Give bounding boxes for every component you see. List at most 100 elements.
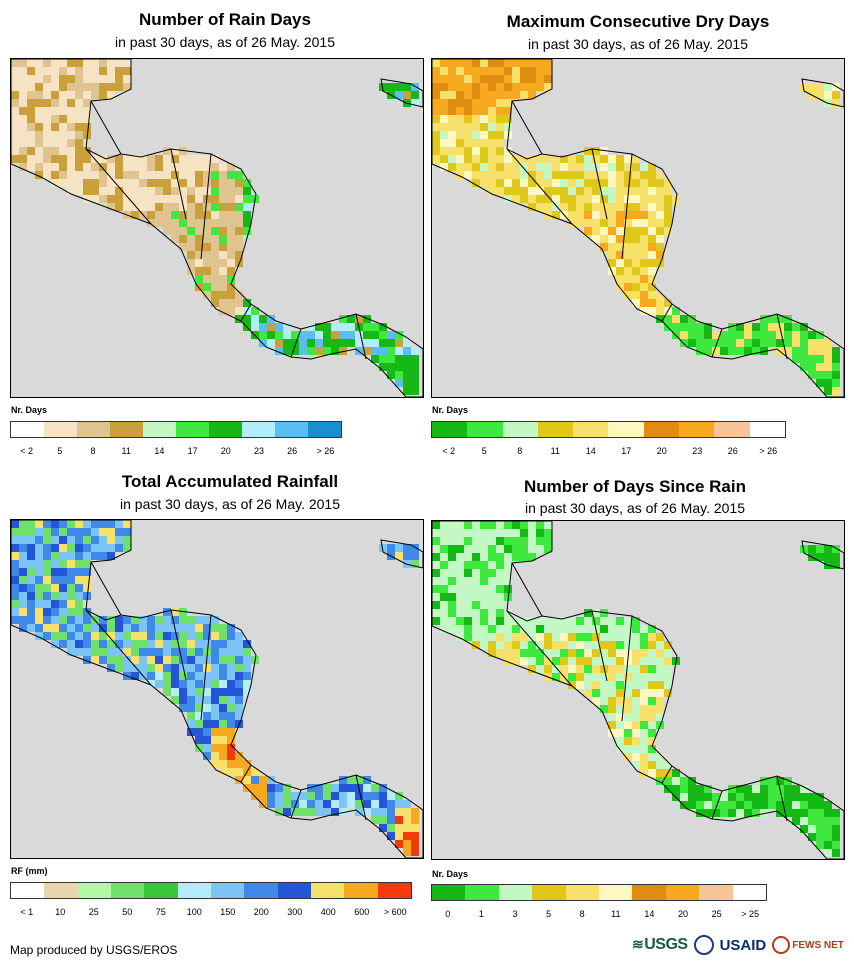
legend-bar [10,882,412,899]
legend-tick-label: 17 [621,446,632,456]
fews-ring-icon [772,936,791,954]
legend-swatch [732,885,767,900]
panel-subtitle: in past 30 days, as of 26 May. 2015 [528,36,748,52]
legend-swatch [144,883,178,898]
legend-tick-label: > 600 [383,907,407,917]
panel-subtitle: in past 30 days, as of 26 May. 2015 [115,34,335,50]
panel-subtitle: in past 30 days, as of 26 May. 2015 [525,500,745,516]
legend-tick-label: > 25 [741,909,760,919]
legend-label: Nr. Days [432,405,469,415]
legend-swatch [11,422,44,437]
legend-swatch [532,885,566,900]
map-since-rain [431,520,845,860]
legend-swatch [608,422,644,437]
legend-tick-label: 3 [512,909,518,919]
map-rain-days [10,58,424,398]
legend-tick-label: 25 [711,909,722,919]
legend-tick-label: 0 [445,909,451,919]
legend-tick-label: 5 [546,909,552,919]
legend-ticks: 0 1 3 5 8 11 14 20 25 > 25 [431,909,767,921]
legend-swatch [465,885,499,900]
legend-swatch [277,883,311,898]
legend-tick-label: 25 [88,907,99,917]
legend-ticks: < 2 5 8 11 14 17 20 23 26 > 26 [431,446,786,458]
legend-swatch [44,422,77,437]
legend-swatch [632,885,666,900]
legend-tick-label: 23 [253,446,265,456]
legend-swatch [344,883,378,898]
legend-tick-label: 11 [550,446,560,456]
legend-swatch [310,883,345,898]
legend-swatch [665,885,700,900]
legend-swatch [44,883,78,898]
legend-tick-label: 5 [57,446,63,456]
legend-tick-label: 75 [155,907,166,917]
legend-swatch [242,422,275,437]
legend-swatch [110,422,143,437]
panel-title: Number of Rain Days [139,10,311,29]
legend-tick-label: 300 [287,907,303,917]
legend-bar [10,421,342,438]
legend-swatch [110,883,145,898]
legend-swatch [467,422,503,437]
legend-tick-label: 5 [481,446,487,456]
legend-swatch [177,883,211,898]
legend-swatch [143,422,176,437]
legend-tick-label: < 2 [442,446,456,456]
legend-swatch [176,422,209,437]
legend-tick-label: < 2 [20,446,33,456]
panel-subtitle: in past 30 days, as of 26 May. 2015 [120,496,340,512]
legend-swatch [377,883,411,898]
legend-bar [431,421,786,438]
legend-label: Nr. Days [11,405,48,415]
legend-swatch [714,422,750,437]
legend-bar [431,884,767,901]
legend-ticks: < 1 10 25 50 75 100 150 200 300 400 600 > 600 [10,907,412,919]
legend-tick-label: < 1 [20,907,34,917]
legend-swatch [679,422,715,437]
legend-tick-label: 23 [692,446,703,456]
legend-swatch [432,422,468,437]
usgs-wave-icon: ≋ [632,936,644,952]
legend-tick-label: 10 [55,907,66,917]
usgs-logo: ≋USGS [632,936,688,954]
map-canvas [432,521,844,859]
legend-swatch [498,885,533,900]
logo-strip: ≋USGS USAID FEWS NET [632,930,844,960]
legend-tick-label: 1 [478,909,484,919]
legend-tick-label: 8 [90,446,96,456]
map-dry-days [431,58,845,398]
legend-tick-label: 50 [122,907,133,917]
legend-tick-label: 14 [644,909,655,919]
fews-logo-text: FEWS NET [792,939,844,951]
legend-label: Nr. Days [432,869,469,879]
legend-tick-label: 100 [186,907,202,917]
legend-tick-label: 17 [187,446,198,456]
legend-tick-label: 14 [154,446,165,456]
legend-swatch [11,883,45,898]
legend-tick-label: 8 [517,446,523,456]
legend-swatch [599,885,633,900]
legend-ticks: < 2 5 8 11 14 17 20 23 26 > 26 [10,446,342,458]
legend-label: RF (mm) [11,866,48,876]
legend-swatch [77,883,111,898]
legend-swatch [565,885,600,900]
legend-swatch [432,885,466,900]
legend-tick-label: 400 [320,907,336,917]
map-canvas [11,59,423,397]
panel-title: Maximum Consecutive Dry Days [506,12,770,31]
legend-swatch [275,422,308,437]
legend-swatch [210,883,245,898]
legend-swatch [537,422,574,437]
legend-swatch [749,422,785,437]
legend-swatch [209,422,242,437]
fews-net-logo: FEWS NET [772,936,844,954]
map-canvas [432,59,844,397]
legend-tick-label: > 26 [316,446,335,456]
legend-tick-label: 200 [253,907,269,917]
legend-tick-label: 150 [220,907,236,917]
legend-tick-label: 20 [656,446,667,456]
map-canvas [11,520,423,858]
credit-text: Map produced by USGS/EROS [10,943,178,957]
legend-swatch [699,885,733,900]
